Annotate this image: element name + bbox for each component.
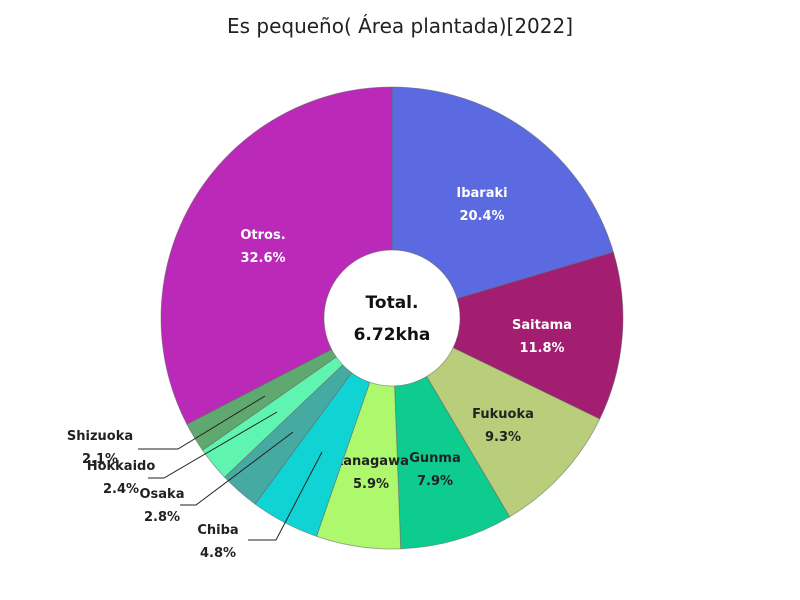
slice-label-kanagawa: Kanagawa [333,454,409,469]
leader-line-chiba [248,451,323,541]
slice-percent-fukuoka: 9.3% [485,430,521,445]
slice-label-ibaraki: Ibaraki [456,186,507,201]
slice-fukuoka[interactable] [426,347,601,518]
slice-gunma[interactable] [394,375,511,550]
slice-label-shizuoka: Shizuoka [67,429,133,444]
slice-ibaraki[interactable] [391,86,614,300]
slice-label-chiba: Chiba [197,523,238,538]
slice-label-fukuoka: Fukuoka [472,407,534,422]
slice-percent-saitama: 11.8% [519,341,564,356]
slice-otros[interactable] [160,86,393,425]
leader-line-hokkaido [148,411,278,479]
slice-percent-hokkaido: 2.4% [103,482,139,497]
leader-line-shizuoka [138,395,266,450]
slice-label-otros: Otros. [240,228,285,243]
center-value: 6.72kha [354,325,431,345]
slice-label-osaka: Osaka [140,487,185,502]
slice-percent-ibaraki: 20.4% [459,209,504,224]
slice-label-saitama: Saitama [512,318,572,333]
chart-title: Es pequeño( Área plantada)[2022] [226,14,574,38]
slice-percent-gunma: 7.9% [417,474,453,489]
slice-percent-osaka: 2.8% [144,510,180,525]
center-label: Total. [366,293,419,313]
slice-label-hokkaido: Hokkaido [87,459,156,474]
slice-saitama[interactable] [452,251,624,420]
slice-percent-chiba: 4.8% [200,546,236,561]
donut-hole [325,251,459,385]
slice-label-gunma: Gunma [409,451,461,466]
slice-percent-shizuoka: 2.1% [82,452,118,467]
slice-percent-otros: 32.6% [240,251,285,266]
slice-percent-kanagawa: 5.9% [353,477,389,492]
leader-line-osaka [180,431,294,506]
